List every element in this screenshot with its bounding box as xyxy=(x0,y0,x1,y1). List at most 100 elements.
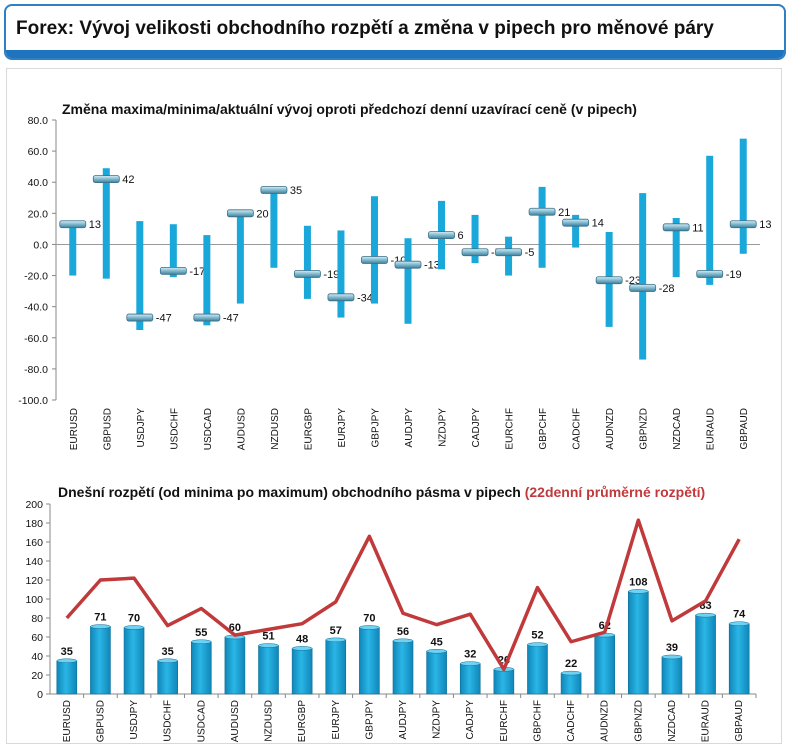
chart2-category-label: NZDUSD xyxy=(264,700,275,742)
chart2-bar xyxy=(628,591,649,695)
chart1-data-label: 42 xyxy=(122,174,134,186)
chart2-bar-cap xyxy=(90,624,111,629)
chart2-category-label: AUDUSD xyxy=(230,700,241,742)
chart2-bar xyxy=(359,627,380,695)
chart2-bar-cap xyxy=(56,658,78,663)
chart1-current-marker xyxy=(226,209,254,218)
chart2-bar xyxy=(56,660,78,695)
chart1-data-label: 21 xyxy=(558,207,570,219)
chart1-range-bar xyxy=(303,225,311,299)
chart2-bar-cap xyxy=(191,639,212,644)
chart2-bar xyxy=(392,640,414,695)
chart2-category-label: USDJPY xyxy=(129,700,140,740)
chart1-range-bar xyxy=(706,155,714,285)
chart1-data-label: 6 xyxy=(458,230,464,242)
chart1-range-bar xyxy=(270,186,278,268)
chart2-bar xyxy=(527,644,548,695)
chart2-bar-cap xyxy=(459,661,481,666)
chart2-bar xyxy=(661,656,683,695)
chart1-y-tick-label: -100.0 xyxy=(18,395,48,407)
chart1-y-tick-label: 0.0 xyxy=(33,239,48,251)
chart1-current-marker xyxy=(126,313,154,322)
chart1-y-tick-label: 20.0 xyxy=(28,208,49,220)
page-title: Forex: Vývoj velikosti obchodního rozpět… xyxy=(16,18,714,39)
chart2-data-label: 39 xyxy=(666,642,678,654)
chart2-bar xyxy=(224,636,246,695)
chart2-category-label: GBPAUD xyxy=(734,700,745,742)
chart2-bar xyxy=(123,627,145,695)
chart2-bar xyxy=(258,645,279,695)
chart2-data-label: 70 xyxy=(363,613,375,625)
chart2-title-main: Dnešní rozpětí (od minima po maximum) ob… xyxy=(58,484,525,500)
chart2-bar-cap xyxy=(628,589,649,594)
chart1-current-marker xyxy=(59,220,87,229)
chart2-bar-cap xyxy=(291,646,313,651)
chart2-category-label: NZDCAD xyxy=(667,700,678,742)
header-box: Forex: Vývoj velikosti obchodního rozpět… xyxy=(4,4,786,60)
chart1-current-marker xyxy=(528,207,556,216)
chart1-current-marker xyxy=(562,218,590,227)
chart2-category-label: EURAUD xyxy=(701,700,712,742)
chart1-data-label: 20 xyxy=(256,208,268,220)
chart1-category-label: EURJPY xyxy=(337,408,348,448)
chart1-range-bar xyxy=(471,214,479,264)
chart2-y-tick-label: 80 xyxy=(31,613,43,625)
chart2-bar xyxy=(90,626,111,695)
chart1-category-label: USDCAD xyxy=(203,408,214,450)
chart2-data-label: 35 xyxy=(162,646,174,658)
chart1-category-label: EURUSD xyxy=(69,408,80,450)
chart2-bar-cap xyxy=(560,670,582,676)
chart1-range-bar xyxy=(672,218,680,278)
chart2-y-tick-label: 200 xyxy=(25,499,43,511)
chart1-category-label: GBPCHF xyxy=(538,408,549,450)
chart1-y-tick-label: 60.0 xyxy=(28,146,49,158)
chart1-category-label: AUDUSD xyxy=(236,408,247,450)
chart2-category-label: EURGBP xyxy=(297,700,308,743)
header-accent-bar xyxy=(6,50,784,58)
chart2-data-label: 57 xyxy=(330,625,342,637)
chart2-data-label: 56 xyxy=(397,626,409,638)
chart1-range-bar xyxy=(69,221,77,276)
chart2-data-label: 71 xyxy=(94,612,106,624)
chart2-y-tick-label: 20 xyxy=(31,670,43,682)
chart2-data-label: 108 xyxy=(629,576,647,588)
chart1-data-label: -47 xyxy=(156,313,172,325)
chart2-data-label: 52 xyxy=(531,630,543,642)
chart2-y-tick-label: 40 xyxy=(31,651,43,663)
chart2-category-label: EURJPY xyxy=(331,700,342,740)
chart2-data-label: 70 xyxy=(128,613,140,625)
chart2-bar-cap xyxy=(123,625,145,630)
chart1-data-label: 14 xyxy=(592,218,604,230)
chart2-bar-cap xyxy=(527,642,548,647)
chart1-range-bar xyxy=(337,230,345,318)
chart2-bar-cap xyxy=(325,637,347,643)
chart1-current-marker xyxy=(327,293,355,302)
chart1-category-label: GBPAUD xyxy=(739,408,750,450)
chart1-current-marker xyxy=(495,248,522,257)
chart2-title: Dnešní rozpětí (od minima po maximum) ob… xyxy=(58,484,705,500)
chart2-data-label: 22 xyxy=(565,658,577,670)
chart2-bar xyxy=(560,672,582,695)
chart2-category-label: AUDNZD xyxy=(600,700,611,742)
chart1-y-tick-label: -80.0 xyxy=(24,364,48,376)
chart2-y-tick-label: 120 xyxy=(25,575,43,587)
chart1-category-label: GBPUSD xyxy=(102,408,113,450)
chart1-range-bar xyxy=(739,138,747,254)
chart1-category-label: AUDNZD xyxy=(605,408,616,450)
chart1-category-label: GBPJPY xyxy=(370,408,381,448)
chart2-bar-cap xyxy=(258,643,279,648)
chart2-category-label: GBPNZD xyxy=(633,700,644,742)
chart2-bar xyxy=(426,650,447,695)
chart1-data-label: -19 xyxy=(323,269,339,281)
chart1-range-bar xyxy=(203,235,211,326)
chart1-range-bar xyxy=(639,193,647,360)
chart1-current-marker xyxy=(461,248,489,257)
chart2-data-label: 48 xyxy=(296,633,308,645)
chart2-bar xyxy=(493,668,515,695)
chart2-category-label: GBPUSD xyxy=(95,700,106,742)
chart2-category-label: CADJPY xyxy=(465,700,476,740)
chart2-bar-cap xyxy=(661,654,683,660)
chart1-current-marker xyxy=(595,276,623,285)
